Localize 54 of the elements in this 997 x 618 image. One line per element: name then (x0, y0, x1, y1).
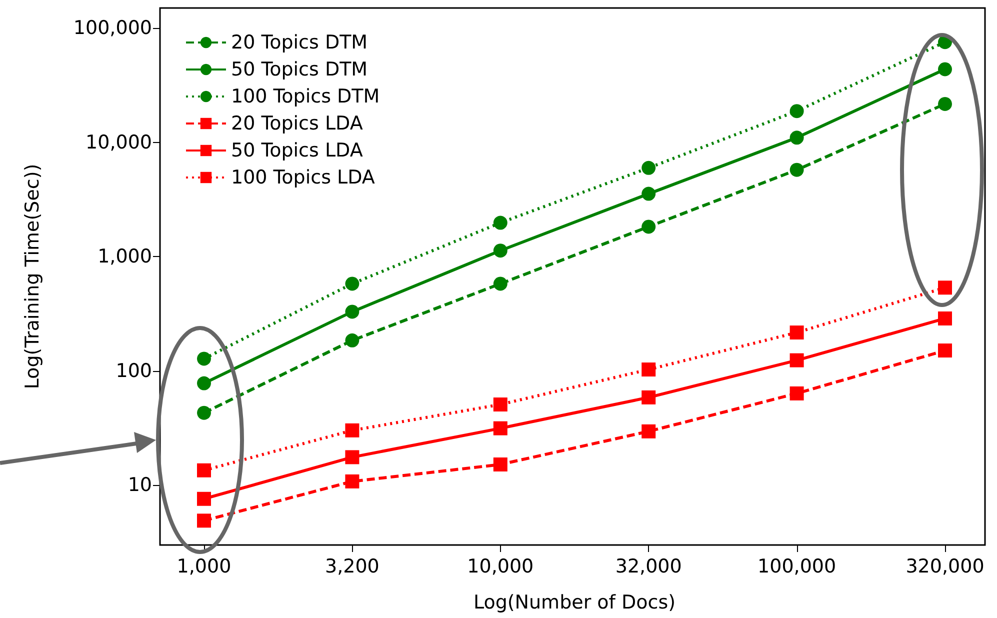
point (642, 390, 656, 404)
legend-label: 50 Topics DTM (231, 58, 368, 80)
point (197, 352, 211, 366)
legend-label: 100 Topics LDA (231, 166, 375, 188)
legend-label: 50 Topics LDA (231, 140, 363, 162)
point (197, 406, 211, 420)
y-axis-title: Log(Training Time(Sec)) (22, 164, 44, 390)
point (790, 162, 804, 177)
y-tick-label: 10 (128, 474, 152, 496)
point (197, 492, 211, 506)
y-tick-label: 100 (116, 360, 152, 382)
point (345, 304, 360, 319)
point (493, 216, 508, 230)
point (642, 362, 656, 376)
point (493, 397, 508, 412)
point (197, 514, 211, 528)
point (790, 130, 804, 145)
point (197, 376, 211, 390)
x-tick-label: 1,000 (176, 556, 232, 578)
point (493, 244, 508, 258)
point (938, 344, 952, 358)
point (493, 457, 508, 472)
legend-label: 100 Topics DTM (231, 86, 380, 108)
x-tick-label: 10,000 (467, 556, 534, 578)
x-axis-title: Log(Number of Docs) (473, 592, 676, 614)
y-tick-label: 100,000 (73, 17, 152, 40)
y-tick-label: 1,000 (98, 246, 152, 268)
point (345, 423, 360, 438)
x-tick-label: 32,000 (615, 556, 682, 578)
point (790, 326, 804, 340)
point (790, 104, 804, 118)
point (345, 450, 360, 464)
point (642, 220, 656, 234)
point (345, 474, 360, 488)
point (345, 333, 360, 348)
point (493, 276, 508, 291)
point (642, 160, 656, 175)
x-tick-label: 100,000 (758, 556, 836, 578)
x-tick-label: 3,200 (324, 556, 380, 578)
point (790, 386, 804, 400)
legend-label: 20 Topics LDA (231, 112, 363, 134)
point (642, 424, 656, 438)
legend-label: 20 Topics DTM (231, 32, 368, 54)
y-tick-label: 10,000 (86, 131, 152, 154)
point (197, 463, 211, 478)
point (345, 276, 360, 291)
point (938, 280, 952, 295)
point (938, 96, 952, 111)
point (493, 421, 508, 436)
point (938, 62, 952, 76)
point (938, 311, 952, 326)
point (790, 353, 804, 368)
x-tick-label: 320,000 (906, 556, 984, 578)
point (642, 186, 656, 201)
